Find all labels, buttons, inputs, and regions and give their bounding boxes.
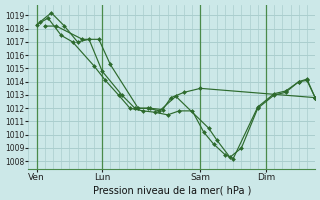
X-axis label: Pression niveau de la mer( hPa ): Pression niveau de la mer( hPa ) [92, 185, 251, 195]
